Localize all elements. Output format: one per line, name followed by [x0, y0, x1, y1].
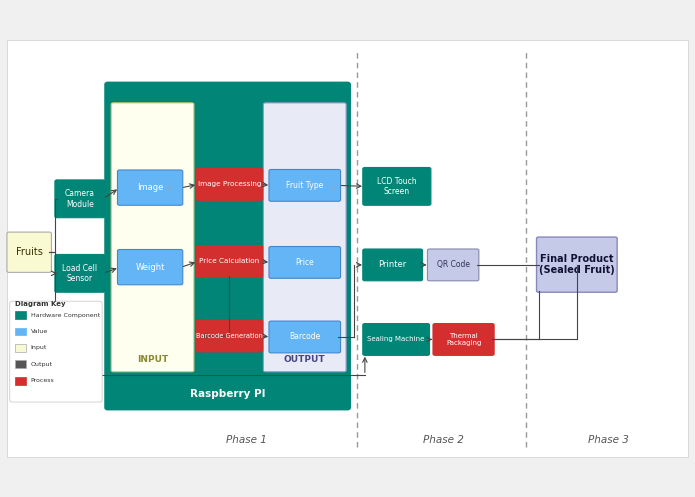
Text: Camera
Module: Camera Module — [65, 189, 95, 209]
Text: LCD Touch
Screen: LCD Touch Screen — [377, 176, 417, 196]
Text: Diagram Key: Diagram Key — [15, 301, 66, 307]
FancyBboxPatch shape — [7, 40, 688, 457]
Text: Value: Value — [31, 329, 48, 334]
Text: OUTPUT: OUTPUT — [284, 355, 325, 364]
Text: Hardware Component: Hardware Component — [31, 313, 99, 318]
Text: Printer: Printer — [379, 260, 407, 269]
FancyBboxPatch shape — [15, 311, 26, 319]
Text: Final Product
(Sealed Fruit): Final Product (Sealed Fruit) — [539, 254, 614, 275]
FancyBboxPatch shape — [269, 321, 341, 353]
Text: Price Calculation: Price Calculation — [199, 258, 259, 264]
FancyBboxPatch shape — [7, 232, 51, 272]
FancyBboxPatch shape — [196, 168, 263, 200]
FancyBboxPatch shape — [117, 170, 183, 205]
Text: Input: Input — [31, 345, 47, 350]
Text: Phase 3: Phase 3 — [588, 435, 628, 445]
Text: Image Processing: Image Processing — [197, 181, 261, 187]
FancyBboxPatch shape — [10, 301, 102, 402]
FancyBboxPatch shape — [427, 249, 479, 281]
Text: Barcode: Barcode — [289, 332, 320, 341]
Text: Price: Price — [295, 258, 314, 267]
Text: Fruits: Fruits — [16, 247, 42, 257]
FancyBboxPatch shape — [111, 103, 194, 372]
Text: Process: Process — [31, 378, 54, 383]
FancyBboxPatch shape — [363, 167, 431, 205]
Text: Barcode Generation: Barcode Generation — [196, 333, 263, 339]
FancyBboxPatch shape — [55, 180, 105, 218]
Text: Fruit Type: Fruit Type — [286, 181, 323, 190]
FancyBboxPatch shape — [196, 246, 263, 277]
FancyBboxPatch shape — [363, 324, 430, 355]
Text: QR Code: QR Code — [436, 260, 470, 269]
FancyBboxPatch shape — [269, 169, 341, 201]
FancyBboxPatch shape — [363, 249, 423, 281]
Text: Image: Image — [137, 183, 163, 192]
Text: Phase 2: Phase 2 — [423, 435, 464, 445]
FancyBboxPatch shape — [15, 360, 26, 368]
Text: Thermal
Packaging: Thermal Packaging — [446, 333, 481, 346]
Text: INPUT: INPUT — [137, 355, 168, 364]
FancyBboxPatch shape — [263, 103, 346, 372]
Text: Load Cell
Sensor: Load Cell Sensor — [63, 263, 97, 283]
FancyBboxPatch shape — [15, 377, 26, 385]
FancyBboxPatch shape — [117, 249, 183, 285]
Text: Phase 1: Phase 1 — [227, 435, 267, 445]
FancyBboxPatch shape — [537, 237, 617, 292]
Text: Sealing Machine: Sealing Machine — [368, 336, 425, 342]
FancyBboxPatch shape — [55, 254, 105, 292]
FancyBboxPatch shape — [15, 344, 26, 352]
FancyBboxPatch shape — [106, 83, 350, 409]
FancyBboxPatch shape — [269, 247, 341, 278]
FancyBboxPatch shape — [196, 320, 263, 352]
FancyBboxPatch shape — [433, 324, 494, 355]
Text: Raspberry PI: Raspberry PI — [190, 389, 265, 399]
Text: Weight: Weight — [136, 262, 165, 272]
Text: Output: Output — [31, 362, 53, 367]
FancyBboxPatch shape — [15, 328, 26, 335]
